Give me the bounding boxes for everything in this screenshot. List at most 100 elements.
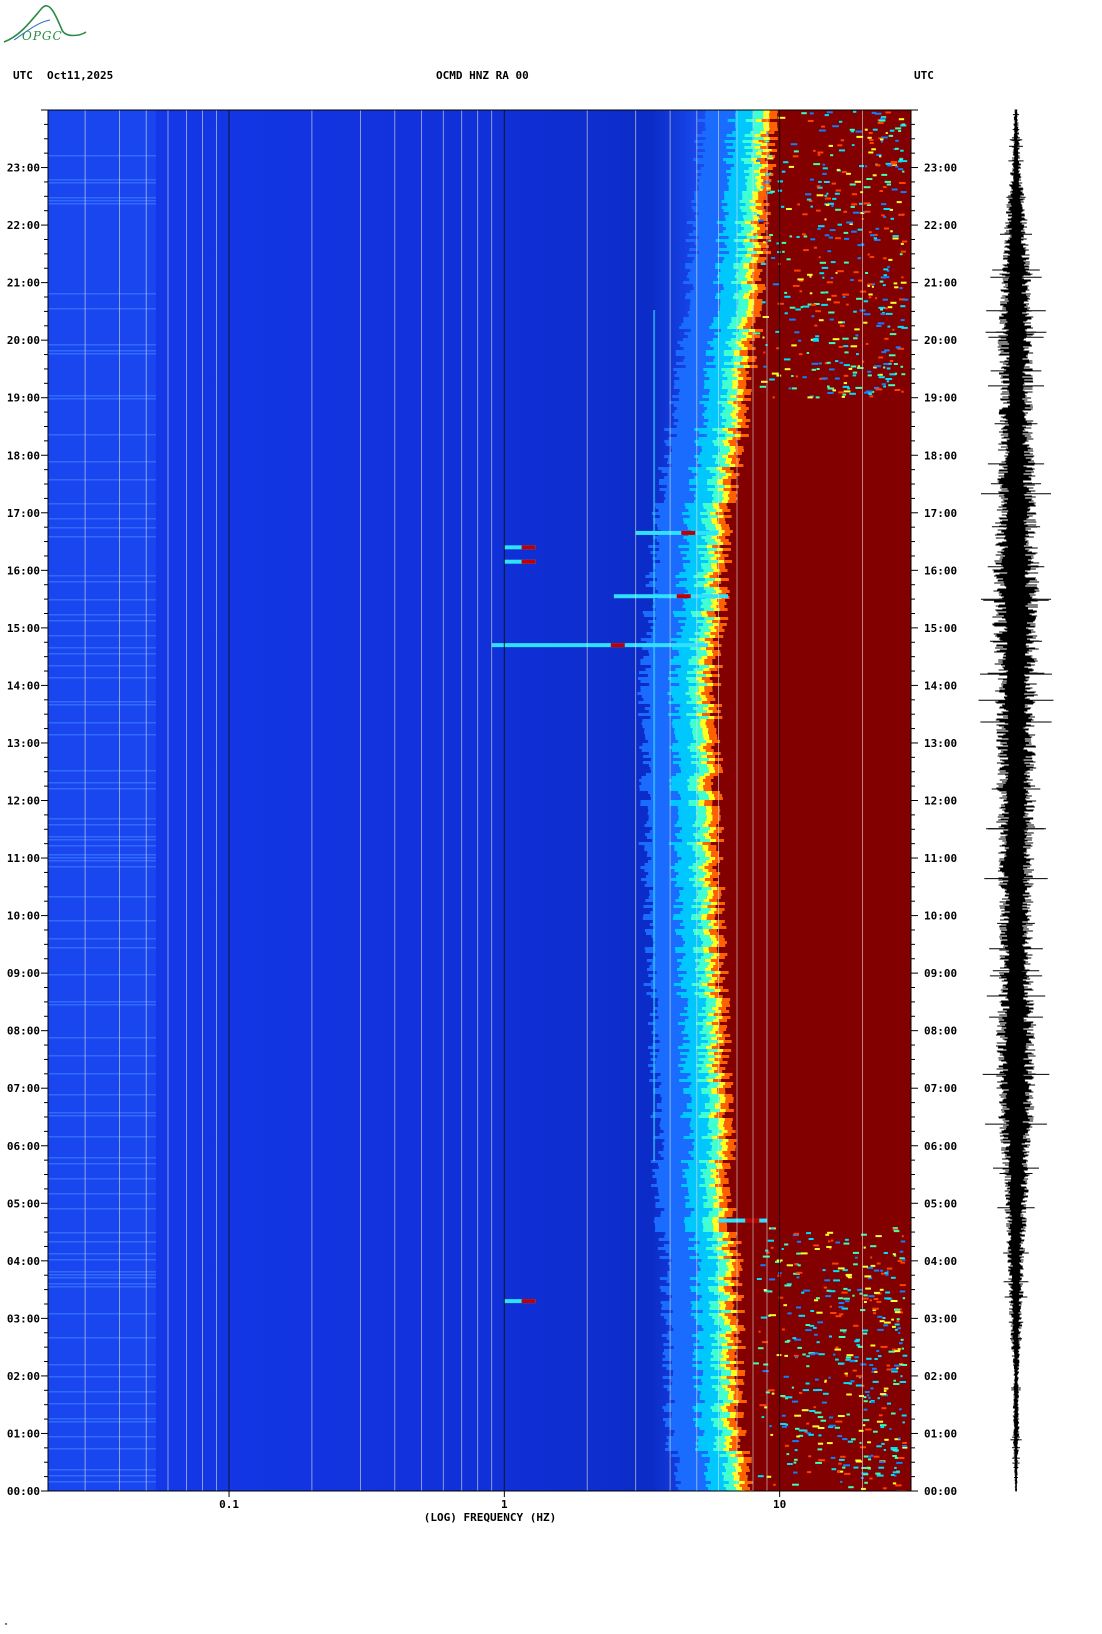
spectrogram-cell [714, 1319, 725, 1322]
spectrogram-cell [736, 1310, 745, 1313]
y-tick-label-right: 10:00 [924, 910, 957, 923]
spectrogram-cell [692, 947, 703, 950]
spectrogram-cell [722, 467, 731, 470]
spectrogram-cell [742, 332, 749, 335]
spectrogram-cell [651, 827, 682, 830]
spectrogram-cell [653, 1067, 684, 1070]
spectrogram-cell [692, 1304, 711, 1307]
spectrogram-cell [732, 380, 739, 383]
spectrogram-cell [709, 635, 716, 638]
spectrogram-cell [719, 470, 726, 473]
spectrogram-cell [851, 193, 857, 196]
spectrogram-cell [754, 161, 760, 164]
spectrogram-cell [48, 1094, 156, 1096]
spectrogram-cell [732, 383, 739, 386]
spectrogram-cell [717, 401, 728, 404]
spectrogram-cell [730, 1280, 739, 1283]
spectrogram-cell [740, 1445, 911, 1448]
spectrogram-cell [711, 521, 718, 524]
spectrogram-cell [745, 335, 752, 338]
spectrogram-cell [764, 167, 773, 170]
spectrogram-cell [709, 827, 716, 830]
spectrogram-cell [650, 551, 681, 554]
spectrogram-cell [700, 629, 711, 632]
spectrogram-cell [864, 1301, 867, 1303]
spectrogram-cell [674, 1472, 704, 1475]
spectrogram-cell [689, 248, 720, 251]
spectrogram-cell [720, 752, 911, 755]
spectrogram-cell [654, 926, 685, 929]
spectrogram-cell [769, 128, 778, 131]
spectrogram-cell [693, 209, 724, 212]
spectrogram-cell [707, 905, 716, 908]
spectrogram-cell [727, 1241, 734, 1244]
spectrogram-cell [872, 1307, 879, 1310]
spectrogram-cell [881, 1407, 887, 1410]
spectrogram-cell [700, 647, 707, 650]
spectrogram-cell [765, 173, 771, 176]
spectrogram-cell [753, 332, 761, 335]
spectrogram-cell [702, 941, 713, 944]
spectrogram-cell [717, 1256, 724, 1259]
y-tick-label-left: 14:00 [7, 679, 40, 692]
spectrogram-cell [667, 692, 686, 695]
spectrogram-cell [675, 1478, 706, 1481]
spectrogram-cell [759, 227, 768, 230]
spectrogram-cell [718, 821, 911, 824]
spectrogram-cell [686, 221, 717, 224]
spectrogram-cell [837, 1415, 845, 1417]
spectrogram-cell [839, 120, 843, 123]
spectrogram-cell [900, 305, 906, 308]
spectrogram-cell [712, 1424, 723, 1427]
spectrogram-cell [738, 1463, 747, 1466]
spectrogram-cell [709, 935, 716, 938]
spectrogram-cell [716, 1169, 725, 1172]
spectrogram-cell [703, 155, 733, 158]
spectrogram-cell [753, 227, 760, 230]
spectrogram-cell [891, 1412, 896, 1415]
spectrogram-cell [872, 128, 878, 131]
spectrogram-cell [729, 464, 736, 467]
spectrogram-cell [745, 1433, 911, 1436]
spectrogram-cell [695, 1355, 714, 1358]
spectrogram-cell [709, 773, 718, 776]
spectrogram-cell [898, 168, 904, 171]
spectrogram-cell [725, 521, 911, 524]
spectrogram-cell [657, 524, 687, 527]
spectrogram-cell [758, 1330, 761, 1333]
spectrogram-cell [697, 1331, 716, 1334]
spectrogram-cell [818, 1353, 825, 1356]
spectrogram-cell [789, 306, 796, 309]
spectrogram-cell [875, 227, 880, 230]
spectrogram-cell [743, 377, 752, 380]
spectrogram-cell [714, 1052, 722, 1055]
spectrogram-cell [676, 821, 695, 824]
spectrogram-cell [890, 161, 898, 164]
spectrogram-cell [724, 242, 743, 245]
spectrogram-cell [708, 560, 719, 563]
spectrogram-cell [700, 1169, 711, 1172]
spectrogram-cell [817, 1448, 823, 1451]
spectrogram-cell [799, 1391, 803, 1394]
spectrogram-cell [730, 1004, 911, 1007]
spectrogram-cell [717, 1088, 726, 1091]
spectrogram-cell [727, 1202, 911, 1205]
spectrogram-cell [704, 1430, 723, 1433]
spectrogram-cell [650, 1115, 681, 1118]
spectrogram-cell [860, 191, 864, 194]
spectrogram-cell [710, 344, 729, 347]
spectrogram-cell [729, 251, 747, 254]
spectrogram-cell [691, 755, 702, 758]
spectrogram-cell [705, 125, 736, 128]
spectrogram-cell [717, 1298, 728, 1301]
spectrogram-cell [706, 371, 725, 374]
spectrogram-cell [845, 1374, 848, 1377]
spectrogram-cell [901, 1347, 904, 1350]
spectrogram-cell [678, 740, 697, 743]
spectrogram-cell [697, 653, 708, 656]
spectrogram-cell [717, 254, 736, 257]
spectrogram-cell [689, 1085, 708, 1088]
spectrogram-cell [766, 242, 911, 245]
spectrogram-cell [702, 623, 713, 626]
spectrogram-cell [677, 1046, 696, 1049]
